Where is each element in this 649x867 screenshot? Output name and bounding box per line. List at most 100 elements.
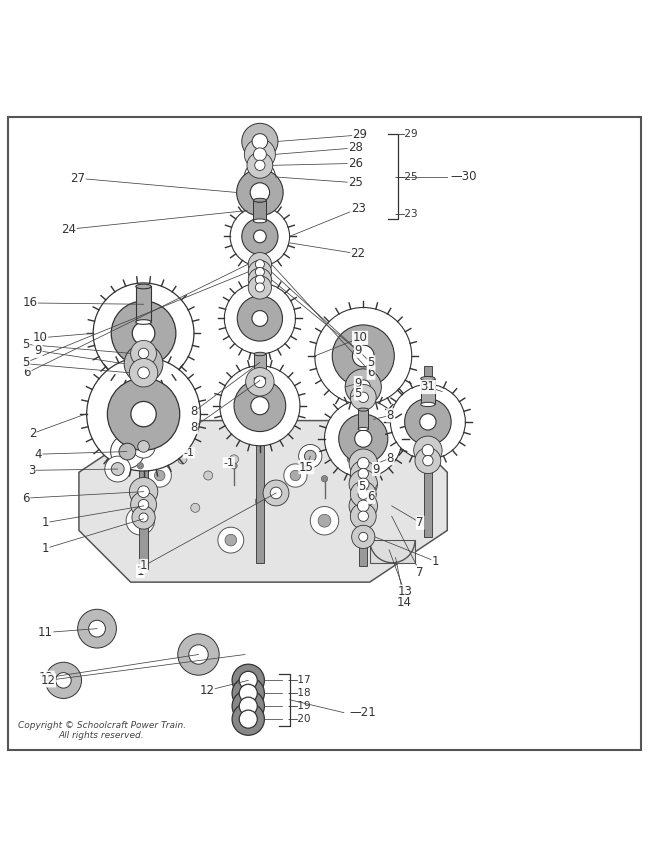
Ellipse shape bbox=[421, 376, 435, 381]
Circle shape bbox=[263, 480, 289, 505]
Text: 9: 9 bbox=[354, 344, 362, 357]
Circle shape bbox=[204, 471, 213, 480]
Ellipse shape bbox=[136, 320, 151, 324]
Ellipse shape bbox=[358, 408, 369, 411]
Circle shape bbox=[139, 513, 148, 522]
Circle shape bbox=[254, 160, 265, 171]
Circle shape bbox=[132, 505, 155, 529]
Circle shape bbox=[359, 532, 368, 541]
Circle shape bbox=[318, 514, 331, 527]
Text: 4: 4 bbox=[34, 447, 42, 460]
Circle shape bbox=[132, 322, 155, 345]
Text: 2: 2 bbox=[29, 427, 36, 440]
Circle shape bbox=[138, 486, 149, 498]
Circle shape bbox=[358, 468, 369, 479]
Circle shape bbox=[107, 378, 180, 450]
Circle shape bbox=[255, 283, 264, 292]
Text: 25: 25 bbox=[348, 176, 363, 189]
Circle shape bbox=[237, 169, 283, 216]
Circle shape bbox=[249, 252, 271, 276]
Polygon shape bbox=[79, 420, 447, 582]
Circle shape bbox=[239, 710, 257, 728]
Circle shape bbox=[232, 690, 264, 722]
Circle shape bbox=[137, 482, 143, 488]
Circle shape bbox=[413, 436, 442, 465]
Circle shape bbox=[130, 492, 156, 518]
Circle shape bbox=[126, 506, 154, 535]
Text: —20: —20 bbox=[287, 714, 310, 724]
Text: -1: -1 bbox=[183, 448, 194, 458]
Text: -1: -1 bbox=[223, 458, 234, 467]
Circle shape bbox=[246, 368, 274, 396]
Circle shape bbox=[290, 470, 300, 480]
Circle shape bbox=[239, 697, 257, 715]
Circle shape bbox=[249, 268, 271, 291]
Bar bbox=[139, 285, 148, 570]
Text: 8: 8 bbox=[190, 420, 198, 434]
Circle shape bbox=[230, 206, 289, 266]
Text: 7: 7 bbox=[417, 516, 424, 529]
Circle shape bbox=[350, 460, 376, 486]
Circle shape bbox=[252, 134, 267, 149]
Circle shape bbox=[310, 506, 339, 535]
Ellipse shape bbox=[358, 427, 369, 431]
Text: 7: 7 bbox=[417, 566, 424, 579]
Circle shape bbox=[255, 259, 264, 269]
Circle shape bbox=[358, 458, 369, 469]
Text: 10: 10 bbox=[352, 331, 367, 344]
Circle shape bbox=[129, 359, 158, 387]
Circle shape bbox=[225, 534, 237, 546]
Circle shape bbox=[137, 463, 143, 469]
Circle shape bbox=[255, 267, 264, 277]
Circle shape bbox=[422, 455, 433, 466]
Circle shape bbox=[255, 275, 264, 284]
Circle shape bbox=[315, 308, 411, 404]
Circle shape bbox=[232, 703, 264, 735]
Text: 6: 6 bbox=[22, 492, 30, 505]
Circle shape bbox=[352, 525, 375, 549]
Circle shape bbox=[111, 463, 124, 475]
Circle shape bbox=[358, 489, 369, 499]
Circle shape bbox=[124, 344, 163, 383]
Text: 27: 27 bbox=[70, 172, 85, 185]
Circle shape bbox=[324, 400, 402, 478]
Circle shape bbox=[154, 470, 165, 480]
Circle shape bbox=[131, 401, 156, 427]
Circle shape bbox=[242, 123, 278, 160]
Text: 23: 23 bbox=[350, 202, 365, 215]
Bar bbox=[421, 379, 435, 404]
Circle shape bbox=[252, 169, 267, 185]
Circle shape bbox=[345, 368, 382, 405]
Text: 24: 24 bbox=[61, 223, 76, 236]
Text: 6: 6 bbox=[22, 357, 30, 370]
Text: 16: 16 bbox=[22, 297, 38, 310]
Text: 5: 5 bbox=[367, 356, 374, 369]
Circle shape bbox=[242, 218, 278, 255]
Circle shape bbox=[245, 161, 275, 192]
Circle shape bbox=[138, 349, 149, 359]
Circle shape bbox=[249, 260, 271, 284]
Text: 3: 3 bbox=[28, 464, 36, 477]
Circle shape bbox=[239, 671, 257, 689]
Circle shape bbox=[358, 500, 369, 512]
Circle shape bbox=[415, 447, 441, 473]
Circle shape bbox=[191, 503, 200, 512]
Ellipse shape bbox=[254, 377, 265, 381]
Circle shape bbox=[138, 440, 149, 453]
Text: 28: 28 bbox=[348, 141, 363, 154]
Text: 12: 12 bbox=[199, 684, 214, 697]
Bar bbox=[359, 353, 367, 566]
Text: 22: 22 bbox=[350, 247, 365, 260]
Text: 15: 15 bbox=[299, 460, 314, 473]
Text: 6: 6 bbox=[367, 491, 374, 504]
Circle shape bbox=[130, 341, 156, 366]
Ellipse shape bbox=[253, 219, 266, 223]
Bar bbox=[370, 540, 415, 563]
Text: 1: 1 bbox=[140, 559, 147, 572]
Text: 1: 1 bbox=[432, 555, 439, 568]
Text: —23: —23 bbox=[395, 209, 418, 218]
Circle shape bbox=[148, 464, 171, 487]
Circle shape bbox=[129, 478, 158, 505]
Circle shape bbox=[232, 664, 264, 696]
Circle shape bbox=[358, 511, 369, 521]
